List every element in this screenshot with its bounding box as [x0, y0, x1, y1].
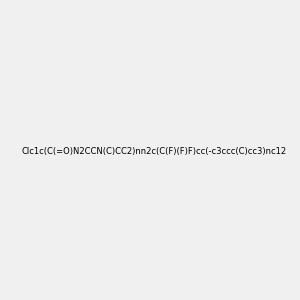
Text: Clc1c(C(=O)N2CCN(C)CC2)nn2c(C(F)(F)F)cc(-c3ccc(C)cc3)nc12: Clc1c(C(=O)N2CCN(C)CC2)nn2c(C(F)(F)F)cc(…	[21, 147, 286, 156]
